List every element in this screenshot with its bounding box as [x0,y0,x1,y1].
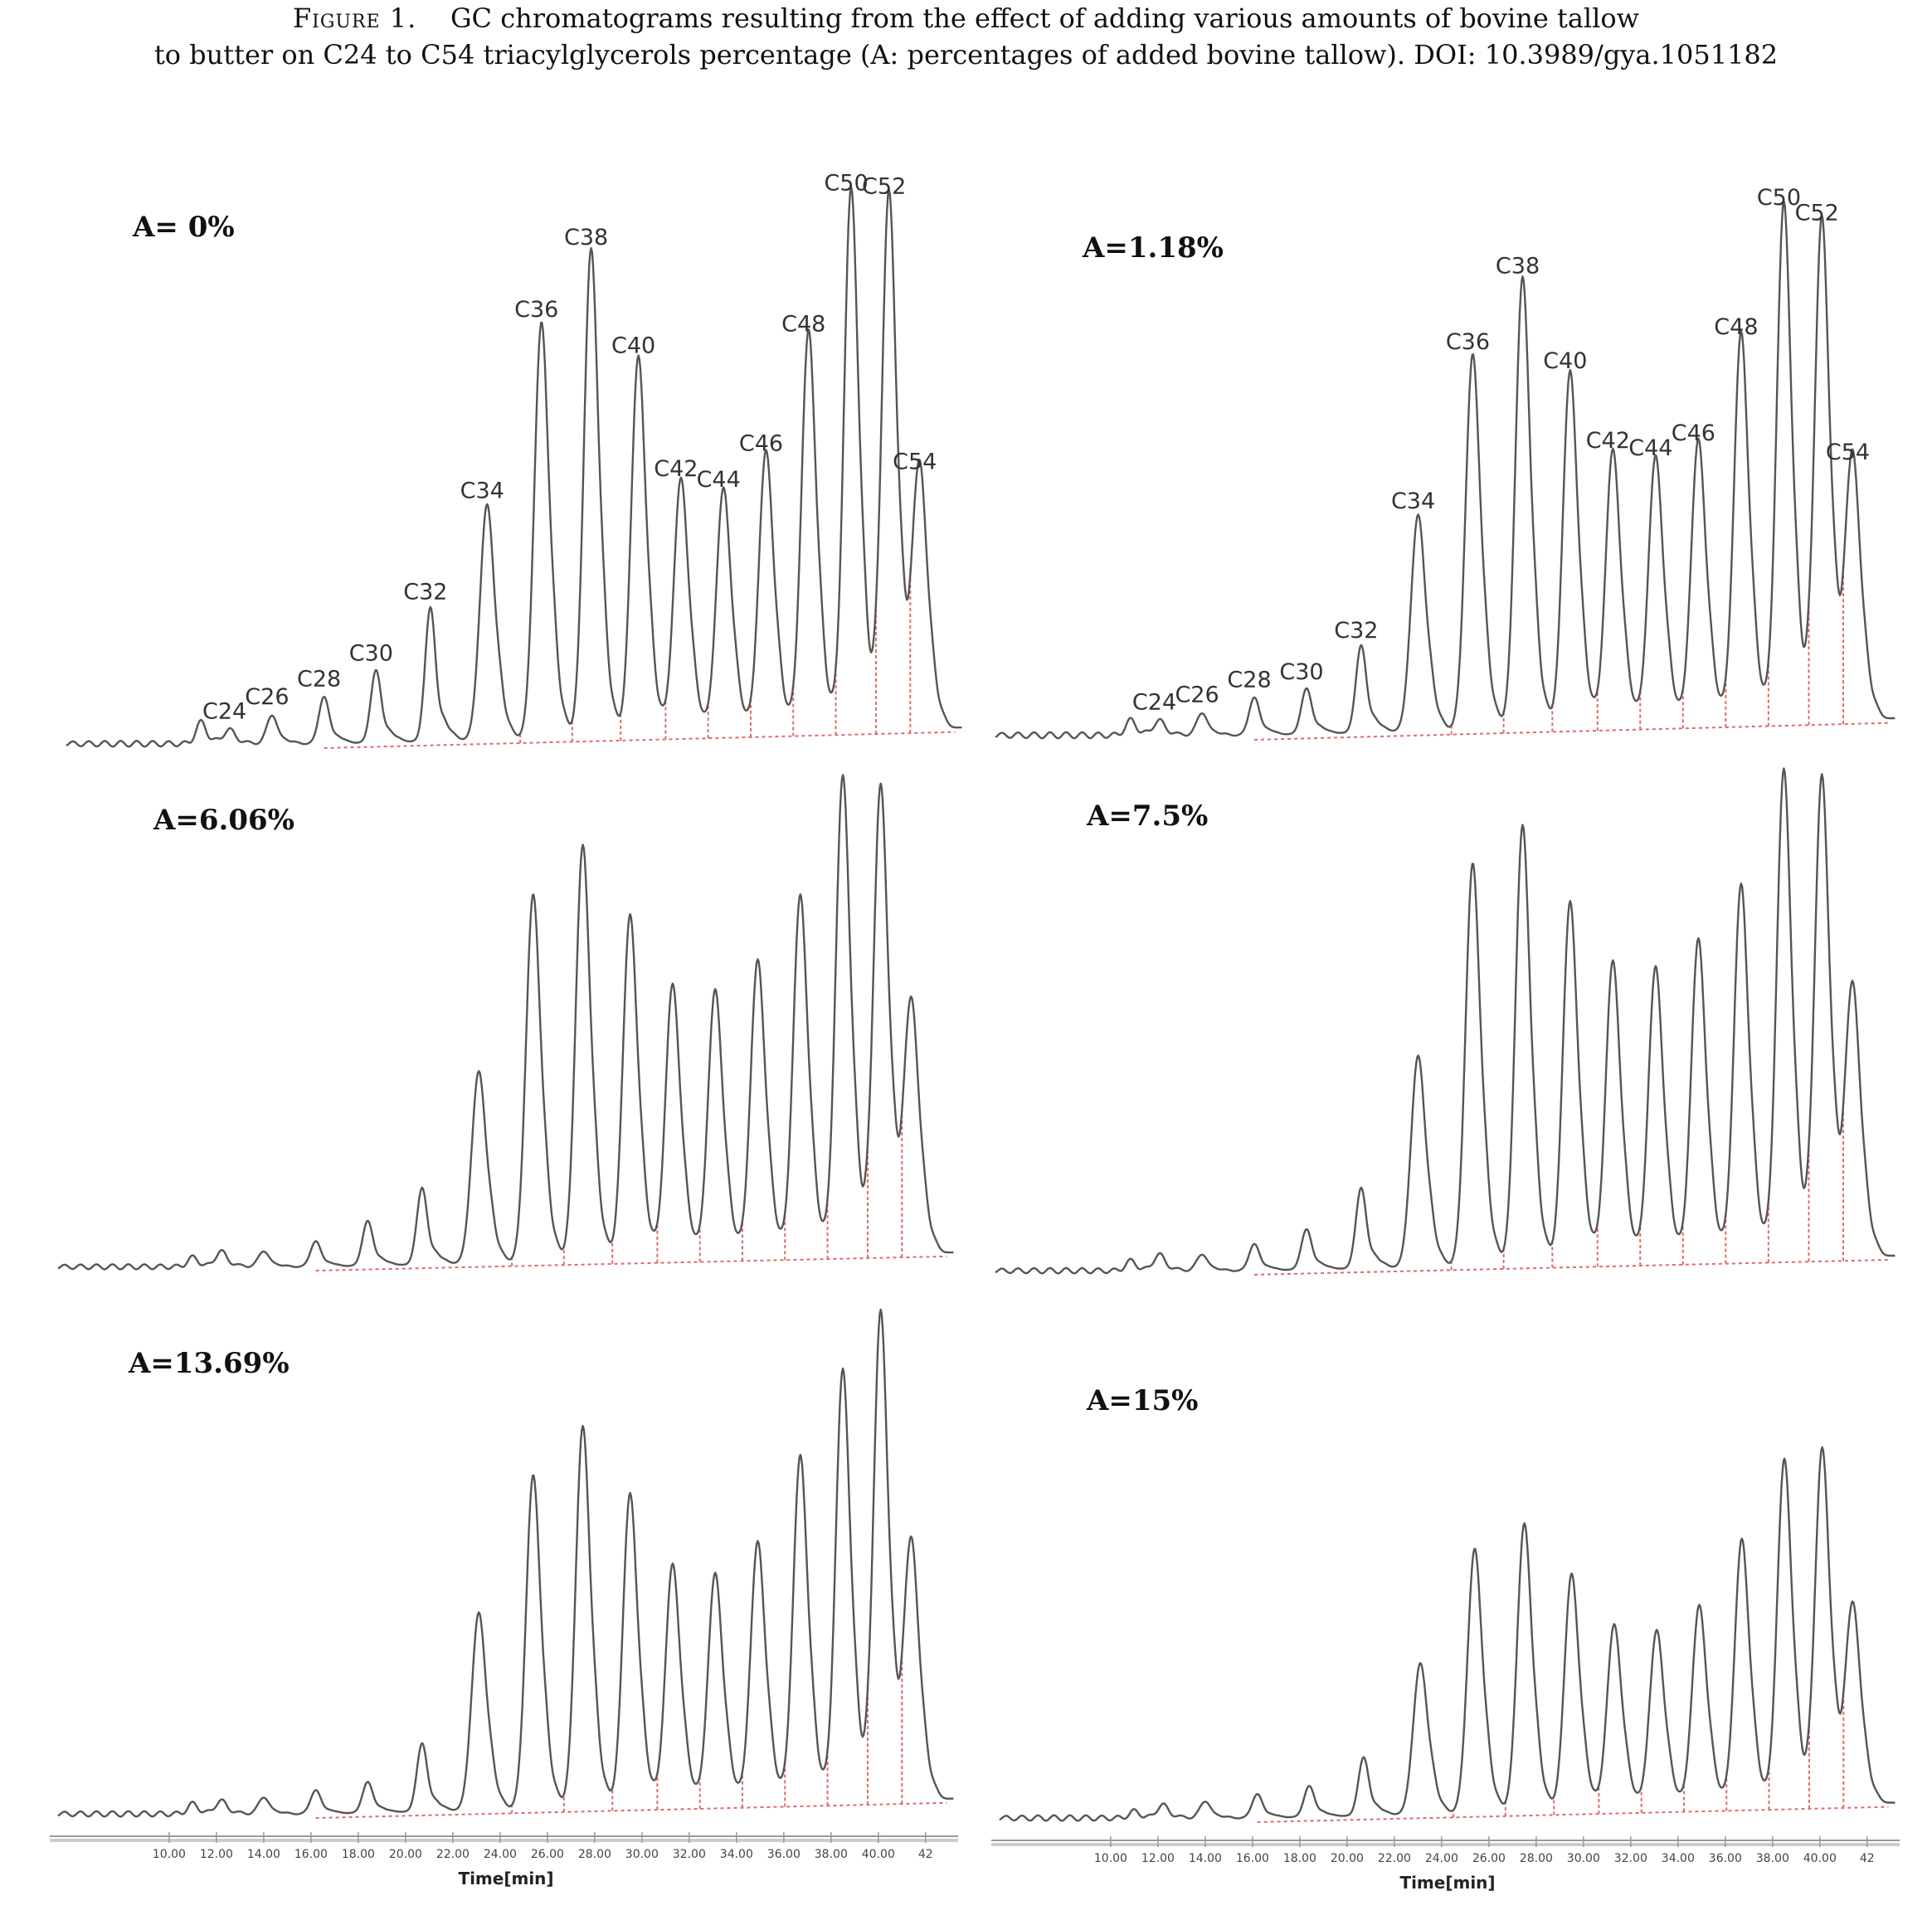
x-axis-title: Time[min] [458,1869,553,1888]
peak-label: C26 [1175,683,1219,708]
peak-label: C40 [1543,348,1587,374]
peak-label: C34 [1391,489,1435,514]
x-axis-title: Time[min] [1399,1873,1495,1893]
figure-caption: Figure 1. GC chromatograms resulting fro… [0,0,1932,73]
peak-label: C30 [349,641,393,667]
peak-label: C28 [297,666,341,692]
x-tick-label: 42 [1860,1852,1875,1865]
x-tick-label: 36.00 [767,1848,801,1861]
x-tick-label: 24.00 [1425,1852,1458,1865]
x-tick-label: 10.00 [1094,1852,1127,1865]
x-tick-label: 28.00 [578,1848,611,1861]
peak-label: C44 [697,467,741,493]
caption-text-1: GC chromatograms resulting from the effe… [450,2,1640,34]
x-tick-label: 16.00 [1236,1852,1269,1865]
baseline-line [1257,1806,1889,1823]
peak-label: C38 [1496,254,1540,279]
chromatogram-panel: A=13.69% 10.00 12.00 14.00 16.00 18.00 20.00 22… [50,1308,958,1888]
x-tick-label: 10.00 [153,1848,186,1861]
x-tick-label: 32.00 [673,1848,706,1861]
x-tick-label: 26.00 [1472,1852,1506,1865]
peak-label: C34 [460,478,504,503]
peak-label: C44 [1628,435,1672,461]
x-tick-label: 18.00 [1283,1852,1316,1865]
baseline-line [315,1801,947,1819]
peak-label: C30 [1279,659,1323,685]
panel-label: A= 0% [132,211,235,244]
x-tick-label: 36.00 [1709,1852,1742,1865]
peak-label: C48 [781,312,825,338]
x-tick-label: 16.00 [294,1848,328,1861]
x-tick-label: 22.00 [1378,1852,1411,1865]
x-tick-label: 14.00 [1189,1852,1222,1865]
panel-label: A=15% [1086,1384,1199,1417]
x-tick-label: 30.00 [625,1848,659,1861]
chromatogram-panel: A=6.06% [57,774,954,1271]
x-tick-label: 42 [918,1848,933,1861]
x-tick-label: 18.00 [342,1848,375,1861]
chromatogram-trace [995,767,1896,1275]
x-tick-label: 24.00 [484,1848,517,1861]
baseline-line [324,731,956,749]
x-tick-label: 38.00 [1756,1852,1789,1865]
caption-line-2: to butter on C24 to C54 triacylglycerols… [153,39,1779,70]
panel-label: A=1.18% [1082,231,1224,265]
x-tick-label: 26.00 [531,1848,564,1861]
panel-label: A=13.69% [128,1347,290,1380]
x-tick-label: 14.00 [247,1848,280,1861]
peak-label: C28 [1227,667,1271,693]
x-tick-label: 34.00 [1662,1852,1695,1865]
chromatogram-trace [57,774,954,1271]
chromatogram-trace [999,1446,1896,1822]
panel-label: A=7.5% [1086,800,1208,833]
chromatogram-trace [66,186,962,748]
peak-label: C36 [1446,329,1490,355]
peak-label: C52 [1795,201,1839,226]
chromatogram-trace [57,1308,954,1818]
peak-label: C42 [654,456,698,482]
x-tick-label: 38.00 [815,1848,848,1861]
peak-label: C46 [1672,420,1715,446]
panel-label: A=6.06% [153,804,294,837]
peak-label: C42 [1586,428,1630,454]
peak-label: C26 [245,684,289,710]
x-tick-label: 22.00 [436,1848,470,1861]
x-tick-label: 28.00 [1520,1852,1553,1865]
peak-label: C48 [1714,314,1758,340]
peak-label: C24 [202,699,246,725]
caption-line-1: Figure 1. GC chromatograms resulting fro… [0,0,1932,36]
x-tick-label: 20.00 [1331,1852,1364,1865]
peak-label: C54 [1826,440,1870,465]
peak-label: C36 [514,297,558,323]
peak-label: C54 [893,449,937,474]
peak-label: C24 [1132,690,1176,716]
x-tick-label: 34.00 [720,1848,753,1861]
peak-label: C46 [739,431,783,457]
x-tick-label: 40.00 [1803,1852,1837,1865]
chromatogram-trace [995,200,1896,740]
peak-label: C40 [611,333,655,359]
x-tick-label: 20.00 [389,1848,422,1861]
x-tick-label: 40.00 [862,1848,895,1861]
peak-label: C38 [564,225,608,250]
chromatogram-panel: A=15% 10.00 12.00 14.00 16.00 18.00 20.00 22.00… [991,1384,1900,1893]
figure-label: Figure 1. [292,2,417,34]
peak-label: C52 [862,174,906,200]
x-tick-label: 30.00 [1567,1852,1600,1865]
x-tick-label: 12.00 [1141,1852,1175,1865]
peak-label: C32 [1334,618,1378,644]
x-tick-label: 12.00 [200,1848,233,1861]
baseline-line [315,1255,947,1271]
peak-label: C50 [1757,185,1801,211]
chromatogram-panel: A=7.5% [995,767,1896,1276]
peak-label: C32 [403,580,447,605]
x-tick-label: 32.00 [1614,1852,1647,1865]
peak-label: C50 [824,170,868,196]
